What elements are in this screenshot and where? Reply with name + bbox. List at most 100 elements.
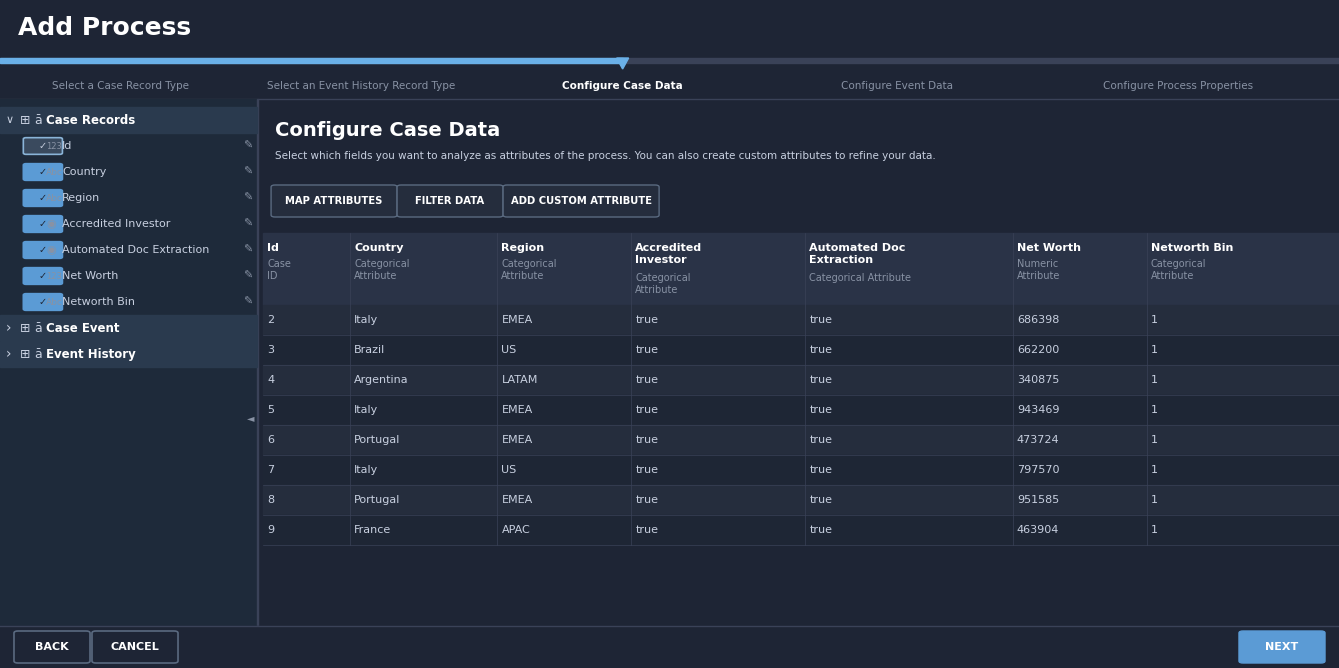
Text: Id: Id: [62, 141, 72, 151]
Text: true: true: [635, 525, 659, 535]
Text: BACK: BACK: [35, 642, 68, 652]
Text: ✓: ✓: [39, 297, 47, 307]
Text: Select which fields you want to analyze as attributes of the process. You can al: Select which fields you want to analyze …: [274, 151, 936, 161]
FancyBboxPatch shape: [23, 268, 63, 285]
Text: ◄: ◄: [248, 413, 254, 423]
Text: Region: Region: [501, 243, 545, 253]
Bar: [0, 341, 257, 367]
Text: US: US: [501, 345, 517, 355]
Text: ✓: ✓: [39, 271, 47, 281]
Text: 9: 9: [266, 525, 274, 535]
Text: Configure Case Data: Configure Case Data: [274, 121, 501, 140]
Text: 1: 1: [1150, 315, 1158, 325]
Text: 1: 1: [1150, 435, 1158, 445]
Text: 1: 1: [1150, 375, 1158, 385]
Text: Automated Doc Extraction: Automated Doc Extraction: [62, 245, 209, 255]
Text: true: true: [635, 435, 659, 445]
Text: Case Records: Case Records: [46, 114, 135, 126]
Text: ›: ›: [5, 321, 12, 335]
Text: Categorical Attribute: Categorical Attribute: [809, 273, 912, 283]
Text: US: US: [501, 465, 517, 475]
FancyBboxPatch shape: [23, 164, 63, 180]
Text: ∨: ∨: [5, 115, 15, 125]
Text: ✎: ✎: [244, 141, 253, 151]
Text: 1: 1: [1150, 345, 1158, 355]
Text: Italy: Italy: [353, 405, 379, 415]
Text: Case Event: Case Event: [46, 321, 119, 335]
Text: ›: ›: [5, 347, 12, 361]
FancyBboxPatch shape: [13, 631, 90, 663]
FancyBboxPatch shape: [92, 631, 178, 663]
Text: ◉: ◉: [46, 245, 56, 255]
Text: APAC: APAC: [501, 525, 530, 535]
Bar: [262, 485, 1339, 515]
Text: ā: ā: [33, 321, 42, 335]
Text: ⊞: ⊞: [20, 114, 31, 126]
Text: ✓: ✓: [39, 167, 47, 177]
Text: true: true: [635, 315, 659, 325]
Bar: [262, 305, 1339, 335]
FancyBboxPatch shape: [23, 242, 63, 259]
Text: FILTER DATA: FILTER DATA: [415, 196, 485, 206]
Text: 473724: 473724: [1016, 435, 1059, 445]
Text: true: true: [635, 465, 659, 475]
Text: ✎: ✎: [244, 167, 253, 177]
Bar: [0, 626, 1339, 668]
Text: MAP ATTRIBUTES: MAP ATTRIBUTES: [285, 196, 383, 206]
Text: 1: 1: [1150, 405, 1158, 415]
Text: NEXT: NEXT: [1265, 642, 1299, 652]
Text: true: true: [809, 375, 833, 385]
Bar: [262, 455, 1339, 485]
Text: 123: 123: [46, 271, 62, 281]
Text: Networth Bin: Networth Bin: [62, 297, 135, 307]
Text: ā: ā: [33, 347, 42, 361]
Text: 8: 8: [266, 495, 274, 505]
Bar: [262, 395, 1339, 425]
Text: EMEA: EMEA: [501, 435, 533, 445]
Text: true: true: [635, 375, 659, 385]
Text: 6: 6: [266, 435, 274, 445]
Bar: [0, 99, 257, 626]
Bar: [262, 515, 1339, 545]
FancyBboxPatch shape: [23, 190, 63, 206]
Text: Region: Region: [62, 193, 100, 203]
Bar: [0, 107, 257, 133]
Text: France: France: [353, 525, 391, 535]
Bar: [0, 0, 1339, 50]
Text: true: true: [809, 405, 833, 415]
Text: Select a Case Record Type: Select a Case Record Type: [52, 81, 189, 91]
Text: Italy: Italy: [353, 315, 379, 325]
Text: 4: 4: [266, 375, 274, 385]
Text: Event History: Event History: [46, 347, 135, 361]
Text: 463904: 463904: [1016, 525, 1059, 535]
Bar: [0, 315, 257, 341]
Text: EMEA: EMEA: [501, 405, 533, 415]
Text: Brazil: Brazil: [353, 345, 386, 355]
Text: Configure Case Data: Configure Case Data: [562, 81, 683, 91]
Text: Net Worth: Net Worth: [1016, 243, 1081, 253]
Text: 1: 1: [1150, 525, 1158, 535]
Text: Categorical
Attribute: Categorical Attribute: [1150, 259, 1206, 281]
FancyBboxPatch shape: [398, 185, 503, 217]
FancyBboxPatch shape: [503, 185, 659, 217]
Text: CANCEL: CANCEL: [111, 642, 159, 652]
Text: Automated Doc
Extraction: Automated Doc Extraction: [809, 243, 905, 265]
Text: Country: Country: [62, 167, 106, 177]
Text: Categorical
Attribute: Categorical Attribute: [501, 259, 557, 281]
Text: ✓: ✓: [39, 219, 47, 229]
Text: 1: 1: [1150, 495, 1158, 505]
Bar: [262, 425, 1339, 455]
Text: 3: 3: [266, 345, 274, 355]
Text: Accredited Investor: Accredited Investor: [62, 219, 170, 229]
Text: Portugal: Portugal: [353, 435, 400, 445]
Text: true: true: [809, 465, 833, 475]
Text: ⊞: ⊞: [20, 347, 31, 361]
Text: ✓: ✓: [39, 141, 47, 151]
Text: Configure Process Properties: Configure Process Properties: [1103, 81, 1253, 91]
FancyBboxPatch shape: [23, 216, 63, 232]
Text: 662200: 662200: [1016, 345, 1059, 355]
Text: Abc: Abc: [46, 168, 63, 176]
Text: ✓: ✓: [39, 193, 47, 203]
Bar: [0, 58, 623, 63]
Text: LATAM: LATAM: [501, 375, 538, 385]
